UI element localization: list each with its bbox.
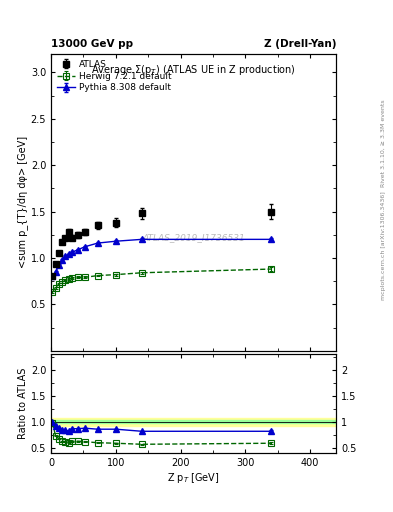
- Text: Average Σ(p$_T$) (ATLAS UE in Z production): Average Σ(p$_T$) (ATLAS UE in Z producti…: [91, 62, 296, 77]
- Text: mcplots.cern.ch [arXiv:1306.3436]: mcplots.cern.ch [arXiv:1306.3436]: [381, 191, 386, 300]
- Bar: [51, 418, 336, 425]
- Text: Z (Drell-Yan): Z (Drell-Yan): [264, 38, 336, 49]
- Text: Rivet 3.1.10, ≥ 3.3M events: Rivet 3.1.10, ≥ 3.3M events: [381, 99, 386, 187]
- X-axis label: Z p$_T$ [GeV]: Z p$_T$ [GeV]: [167, 471, 220, 485]
- Text: ATLAS_2019_I1736531: ATLAS_2019_I1736531: [142, 233, 245, 242]
- Y-axis label: Ratio to ATLAS: Ratio to ATLAS: [18, 368, 28, 439]
- Text: 13000 GeV pp: 13000 GeV pp: [51, 38, 133, 49]
- Bar: [51, 420, 336, 423]
- Legend: ATLAS, Herwig 7.2.1 default, Pythia 8.308 default: ATLAS, Herwig 7.2.1 default, Pythia 8.30…: [55, 58, 173, 94]
- Y-axis label: <sum p_{T}/dη dφ> [GeV]: <sum p_{T}/dη dφ> [GeV]: [17, 136, 28, 268]
